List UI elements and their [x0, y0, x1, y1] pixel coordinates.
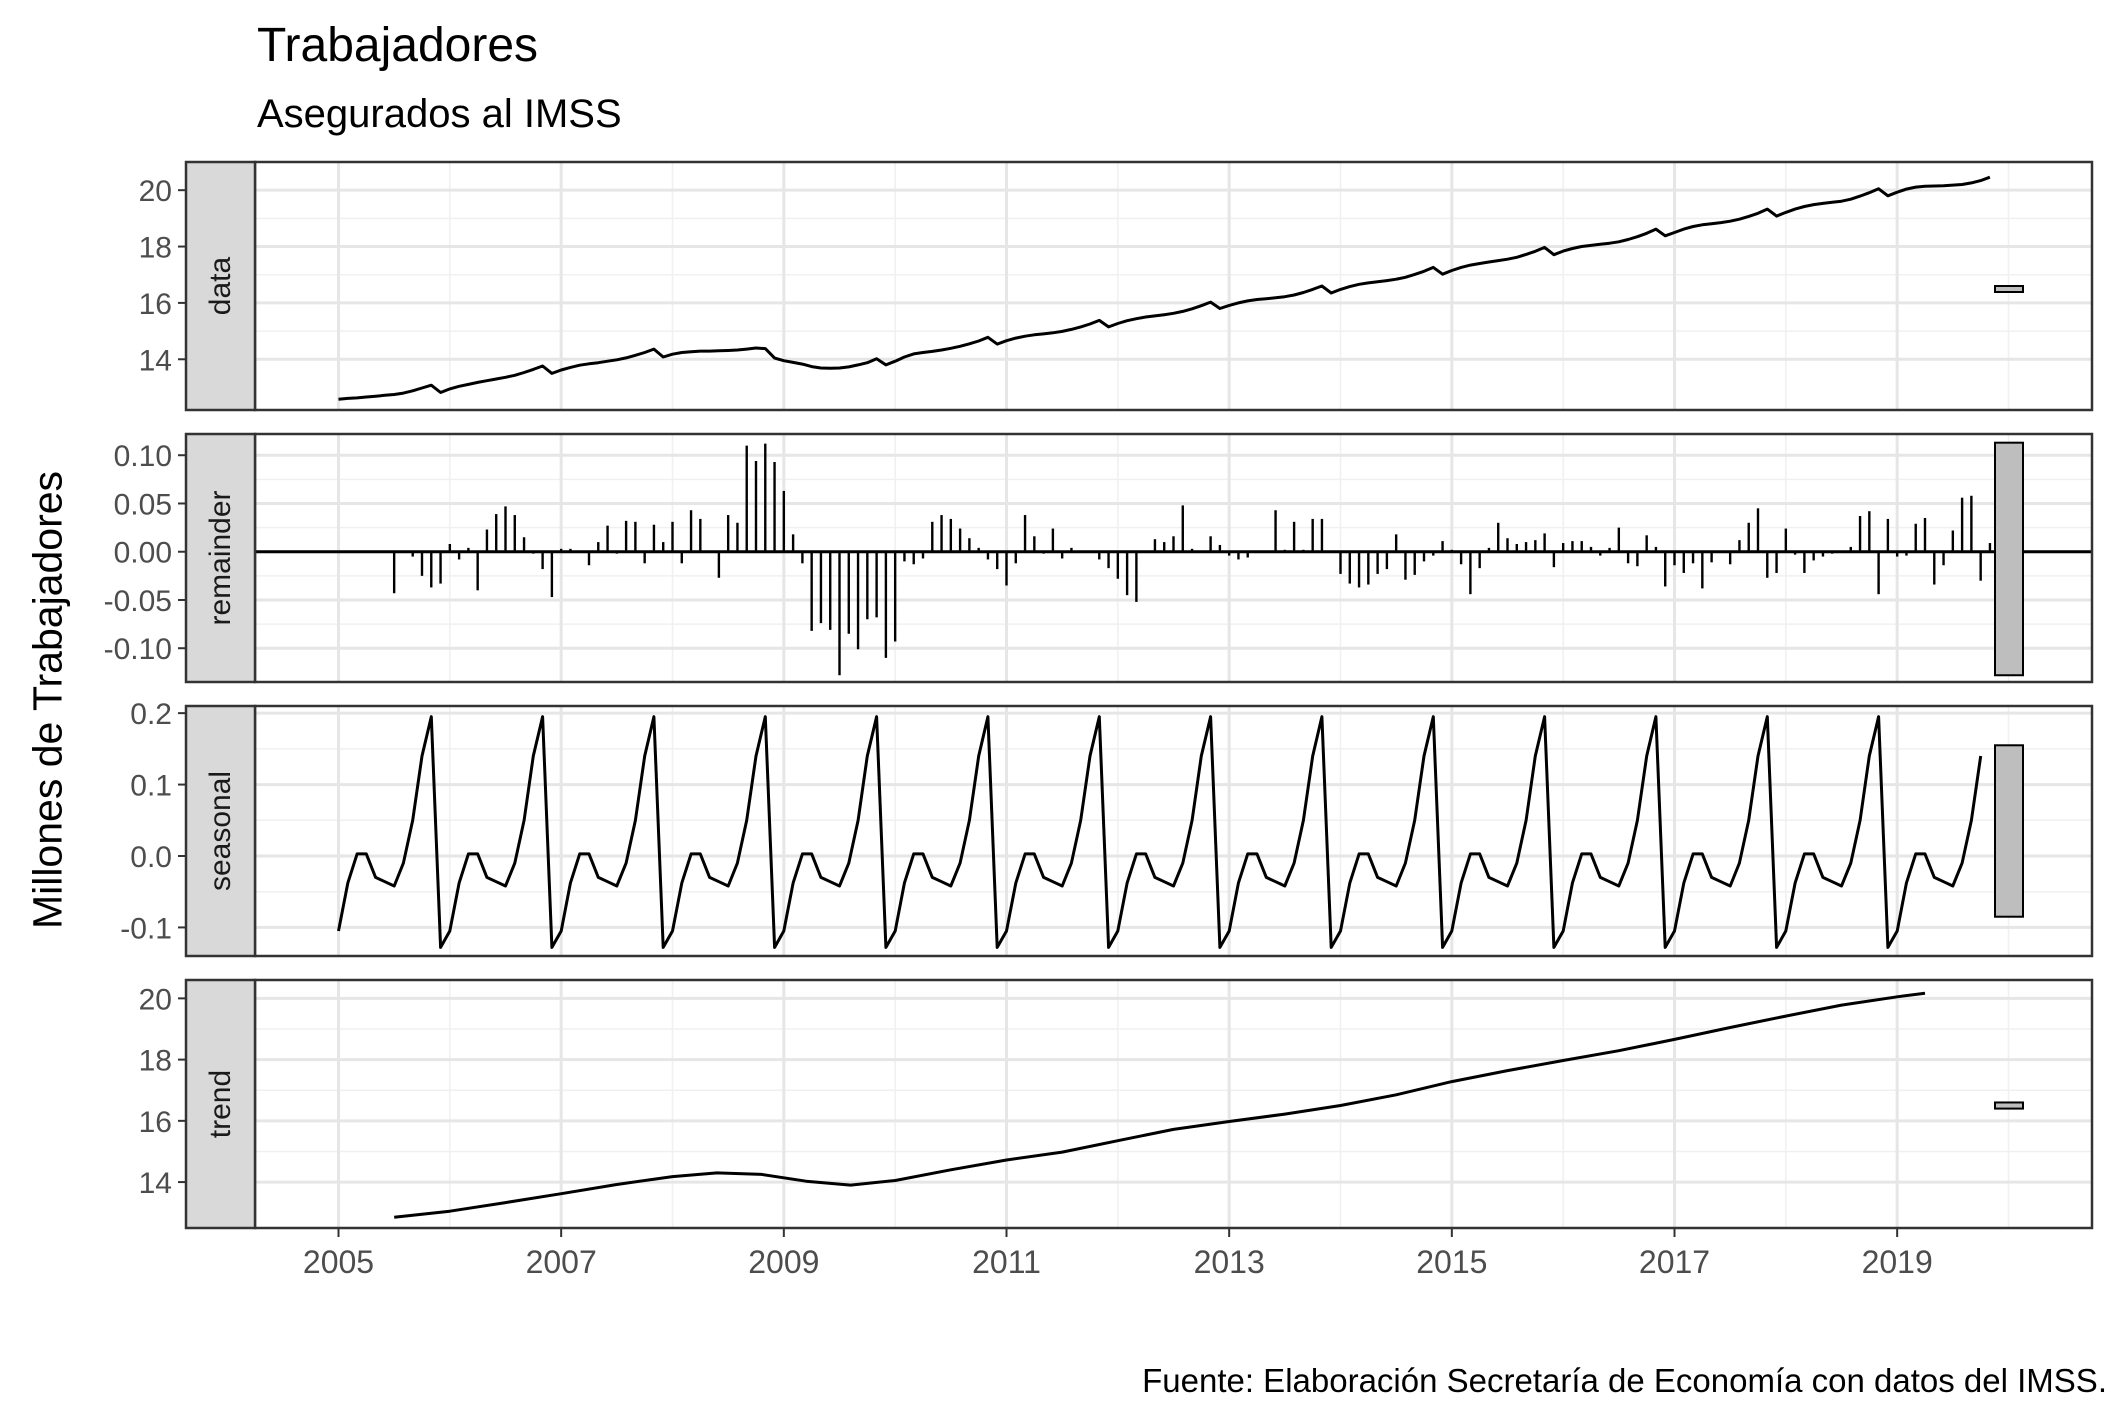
panel-trend: 20 18 16 14 trend [139, 978, 2094, 1230]
scale-bar [1994, 744, 2024, 918]
y-tick-label: 16 [139, 1106, 172, 1139]
x-tick-label: 2011 [972, 1244, 1041, 1280]
panel-background [255, 980, 2092, 1228]
scale-bar [1994, 1101, 2024, 1110]
y-tick-label: -0.10 [104, 633, 172, 666]
strip-label-trend: trend [204, 1070, 237, 1138]
y-tick-label: 0.00 [114, 537, 172, 570]
strip-background [184, 160, 257, 412]
data-series-line [338, 175, 1991, 401]
x-tick-label: 2007 [526, 1244, 597, 1280]
strip-background [184, 432, 257, 684]
y-tick-label: 0.05 [114, 488, 172, 521]
strip-background [184, 704, 257, 958]
y-tick-label: 20 [139, 175, 172, 208]
panel-background [255, 162, 2092, 410]
panel-data: 14 16 18 20 data [139, 160, 2094, 412]
y-tick-label: 16 [139, 288, 172, 321]
x-tick-label: 2013 [1194, 1244, 1265, 1280]
x-tick-label: 2017 [1639, 1244, 1710, 1280]
panel-background [255, 706, 2092, 956]
chart-caption: Fuente: Elaboración Secretaría de Econom… [1142, 1362, 2107, 1399]
panel-seasonal: 0.2 0.1 0.0 -0.1 seasonal [120, 698, 2094, 958]
x-tick-label: 2019 [1862, 1244, 1933, 1280]
y-tick-label: 18 [139, 232, 172, 265]
strip-background [184, 978, 257, 1230]
scale-bar [1994, 285, 2024, 293]
y-tick-label: -0.1 [120, 912, 172, 945]
y-tick-label: 0.2 [130, 698, 172, 731]
strip-label-seasonal: seasonal [204, 771, 237, 891]
y-tick-label: 14 [139, 344, 172, 377]
x-tick-label: 2015 [1416, 1244, 1487, 1280]
y-tick-label: 14 [139, 1167, 172, 1200]
chart-title: Trabajadores [257, 19, 539, 72]
strip-label-remainder: remainder [204, 490, 237, 625]
y-tick-label: 0.0 [130, 841, 172, 874]
x-tick-label: 2009 [748, 1244, 819, 1280]
scale-bar [1994, 441, 2024, 677]
trend-series-line [394, 991, 1926, 1219]
chart-subtitle: Asegurados al IMSS [257, 92, 622, 136]
y-tick-label: 0.10 [114, 440, 172, 473]
panel-background [255, 434, 2092, 682]
y-tick-label: 18 [139, 1045, 172, 1078]
y-tick-label: 20 [139, 983, 172, 1016]
y-tick-label: -0.05 [104, 585, 172, 618]
x-tick-label: 2005 [303, 1244, 374, 1280]
y-tick-label: 0.1 [130, 770, 172, 803]
seasonal-series-line [337, 715, 1983, 949]
panel-remainder: 0.10 0.05 0.00 -0.05 -0.10 remainder [104, 432, 2094, 684]
strip-label-data: data [204, 256, 237, 315]
